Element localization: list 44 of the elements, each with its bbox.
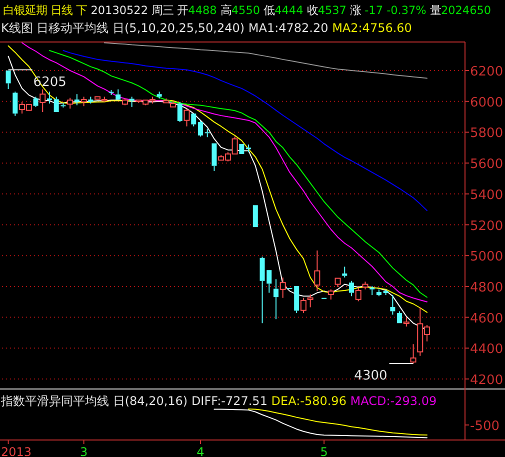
- candlestick: [252, 205, 258, 228]
- candlestick: [376, 288, 382, 297]
- x-tick-label: 3: [80, 445, 88, 457]
- y-tick-label: 6200: [470, 64, 504, 80]
- text: K线图 日移动平均线 日(5,10,20,25,50,240): [1, 21, 245, 35]
- candlestick: [129, 96, 134, 108]
- y-tick-label: 5800: [470, 126, 504, 142]
- text: MACD:-293.09: [346, 394, 437, 408]
- candlestick: [6, 70, 11, 90]
- candlestick: [156, 91, 162, 99]
- text: 指数平滑异同平均线 日(84,20,16): [0, 394, 188, 408]
- chart-title: 白银延期 日线 下: [3, 4, 91, 17]
- y-tick-label: 4600: [470, 311, 504, 326]
- y-tick-label: 4800: [470, 280, 504, 296]
- candlestick: [280, 276, 286, 298]
- candlestick: [116, 88, 121, 100]
- candlestick: [191, 114, 196, 127]
- candlestick: [294, 286, 300, 314]
- candlestick: [273, 278, 278, 320]
- line-series: [104, 42, 428, 79]
- candlestick: [246, 144, 252, 153]
- y-tick-label: 4400: [470, 342, 504, 358]
- y-tick-label: 4200: [470, 372, 504, 388]
- candlestick: [314, 250, 320, 292]
- candlestick: [12, 91, 18, 116]
- text: DIFF:-727.51: [188, 394, 268, 408]
- candlestick: [212, 143, 217, 172]
- text: MA2:4756.60: [328, 21, 412, 35]
- x-tick-label: 2013: [1, 445, 32, 457]
- text: DEA:-580.96: [267, 394, 346, 408]
- text: MA1:4782.20: [244, 21, 328, 35]
- y-tick-label: 5200: [470, 218, 504, 234]
- candlestick: [239, 144, 244, 154]
- y-tick-label: 5400: [470, 188, 504, 203]
- annotation: 4300: [354, 368, 388, 384]
- candlestick: [198, 120, 203, 138]
- x-tick-label: 5: [320, 445, 328, 457]
- y-tick-label: 6000: [470, 95, 504, 110]
- y-tick-label: 5000: [470, 250, 504, 265]
- y-tick-label: 5600: [470, 157, 504, 172]
- candlestick: [33, 96, 38, 108]
- text: 20130522 周三 开4488 高4550 低4444 收4537 涨 -17 -0.37% 量2024650: [90, 4, 492, 17]
- text: -500: [470, 418, 500, 434]
- x-tick-label: 4: [196, 445, 204, 457]
